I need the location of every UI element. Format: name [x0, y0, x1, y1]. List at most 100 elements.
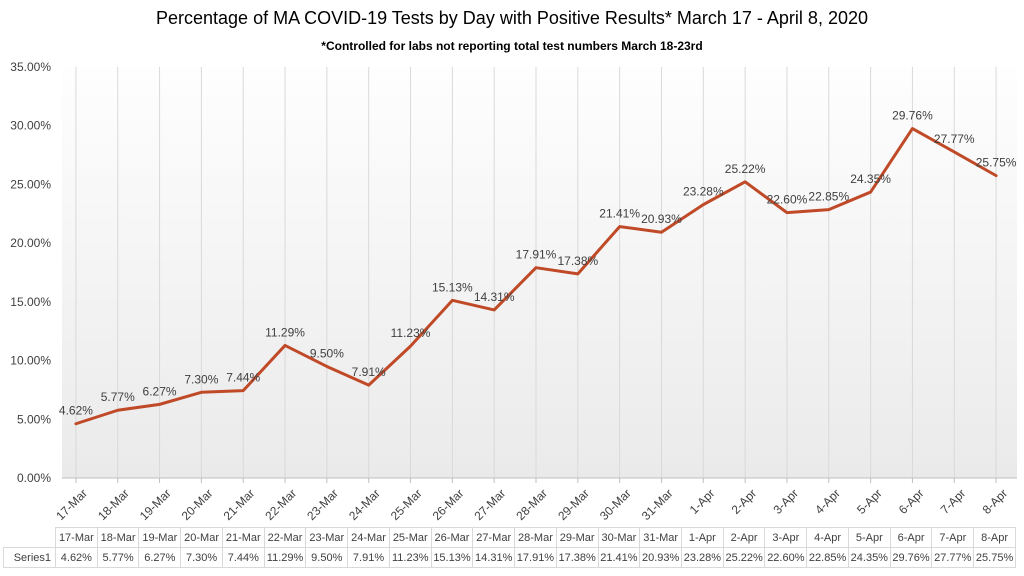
y-tick-label: 10.00%	[10, 354, 51, 368]
line-chart: 0.00% 5.00% 10.00% 15.00% 20.00% 25.00% 30.00%…	[10, 60, 1017, 523]
y-tick-label: 25.00%	[10, 177, 51, 191]
data-label: 11.23%	[391, 326, 431, 340]
table-date-cell: 30-Mar	[597, 527, 641, 548]
y-tick-label: 5.00%	[17, 412, 51, 426]
data-label: 22.85%	[808, 190, 849, 204]
x-tick-label: 7-Apr	[938, 486, 969, 517]
chart-data-table: 17-Mar 18-Mar 19-Mar 20-Mar 21-Mar 22-Mar 23-M…	[3, 527, 1016, 568]
table-value-cell: 6.27%	[138, 547, 182, 568]
data-label: 25.75%	[976, 156, 1017, 170]
table-date-cell: 6-Apr	[889, 527, 933, 548]
data-label: 22.60%	[767, 193, 808, 207]
table-value-cell: 20.93%	[639, 547, 683, 568]
x-tick-label: 1-Apr	[687, 486, 718, 517]
y-tick-label: 35.00%	[10, 60, 51, 74]
table-date-cell: 5-Apr	[847, 527, 891, 548]
table-value-cell: 7.44%	[221, 547, 265, 568]
y-tick-label: 30.00%	[10, 119, 51, 133]
x-tick-label: 29-Mar	[555, 486, 592, 523]
y-tick-label: 0.00%	[17, 471, 51, 485]
table-date-cell: 17-Mar	[55, 527, 98, 548]
table-header-row: 17-Mar 18-Mar 19-Mar 20-Mar 21-Mar 22-Mar 23-M…	[4, 527, 1016, 548]
table-date-cell: 1-Apr	[681, 527, 724, 548]
table-value-cell: 29.76%	[889, 547, 933, 568]
table-value-cell: 24.35%	[847, 547, 891, 568]
y-tick-label: 20.00%	[10, 236, 51, 250]
table-date-cell: 25-Mar	[388, 527, 432, 548]
table-date-cell: 29-Mar	[555, 527, 599, 548]
x-tick-label: 25-Mar	[388, 486, 425, 523]
table-value-cell: 7.91%	[347, 547, 390, 568]
table-value-cell: 25.22%	[722, 547, 766, 568]
data-label: 29.76%	[892, 109, 933, 123]
data-label: 5.77%	[101, 390, 135, 404]
table-date-cell: 27-Mar	[472, 527, 516, 548]
x-tick-label: 26-Mar	[430, 486, 467, 523]
chart-title: Percentage of MA COVID-19 Tests by Day w…	[156, 8, 868, 28]
x-tick-label: 23-Mar	[304, 486, 341, 523]
table-date-cell: 23-Mar	[305, 527, 349, 548]
table-value-cell: 11.23%	[388, 547, 432, 568]
x-tick-label: 17-Mar	[53, 486, 90, 523]
table-value-cell: 25.75%	[973, 547, 1016, 568]
x-tick-label: 3-Apr	[770, 486, 801, 517]
table-value-cell: 27.77%	[931, 547, 975, 568]
table-date-cell: 20-Mar	[180, 527, 223, 548]
data-label: 15.13%	[432, 280, 473, 294]
x-tick-label: 4-Apr	[812, 486, 843, 517]
series-name-cell: Series1	[3, 547, 56, 568]
table-series-row: Series1 4.62% 5.77% 6.27% 7.30% 7.44% 11.29% 9.…	[3, 547, 1016, 568]
table-date-cell: 3-Apr	[764, 527, 808, 548]
table-date-cell: 21-Mar	[221, 527, 265, 548]
data-label: 14.31%	[474, 290, 515, 304]
x-tick-label: 8-Apr	[980, 486, 1011, 517]
series-line	[74, 127, 998, 426]
x-tick-label: 6-Apr	[896, 486, 927, 517]
data-label: 17.38%	[557, 254, 598, 268]
x-tick-label: 18-Mar	[95, 486, 132, 523]
table-date-cell: 8-Apr	[973, 527, 1016, 548]
table-value-cell: 5.77%	[96, 547, 140, 568]
data-label: 25.22%	[725, 162, 766, 176]
x-tick-label: 31-Mar	[639, 486, 676, 523]
table-date-cell: 24-Mar	[347, 527, 390, 548]
x-tick-label: 2-Apr	[729, 486, 760, 517]
table-date-cell: 7-Apr	[931, 527, 975, 548]
y-tick-label: 15.00%	[10, 295, 51, 309]
table-value-cell: 17.91%	[514, 547, 557, 568]
table-value-cell: 22.85%	[806, 547, 849, 568]
table-date-cell: 2-Apr	[722, 527, 766, 548]
x-tick-label: 28-Mar	[513, 486, 550, 523]
x-tick-label: 5-Apr	[854, 486, 885, 517]
table-value-cell: 21.41%	[597, 547, 641, 568]
data-label: 7.44%	[226, 371, 260, 385]
data-label: 21.41%	[599, 207, 640, 221]
table-value-cell: 17.38%	[555, 547, 599, 568]
table-value-cell: 4.62%	[55, 547, 98, 568]
table-value-cell: 22.60%	[764, 547, 808, 568]
data-label: 4.62%	[59, 404, 93, 418]
table-value-cell: 9.50%	[305, 547, 349, 568]
x-tick-label: 30-Mar	[597, 486, 634, 523]
data-label: 17.91%	[516, 248, 557, 262]
data-label: 27.77%	[934, 132, 975, 146]
table-date-cell: 4-Apr	[806, 527, 849, 548]
table-value-cell: 15.13%	[430, 547, 474, 568]
table-date-cell: 31-Mar	[639, 527, 683, 548]
data-label: 24.35%	[850, 172, 891, 186]
x-tick-label: 24-Mar	[346, 486, 383, 523]
data-label: 11.29%	[265, 325, 305, 339]
chart-subtitle: *Controlled for labs not reporting total…	[321, 39, 703, 53]
table-value-cell: 7.30%	[180, 547, 223, 568]
table-value-cell: 14.31%	[472, 547, 516, 568]
table-date-cell: 22-Mar	[263, 527, 307, 548]
x-tick-label: 22-Mar	[262, 486, 299, 523]
table-corner-cell	[4, 528, 56, 548]
x-tick-label: 27-Mar	[472, 486, 509, 523]
table-date-cell: 28-Mar	[514, 527, 557, 548]
table-date-cell: 26-Mar	[430, 527, 474, 548]
x-tick-label: 20-Mar	[179, 486, 216, 523]
data-label: 20.93%	[641, 212, 682, 226]
table-value-cell: 23.28%	[681, 547, 724, 568]
